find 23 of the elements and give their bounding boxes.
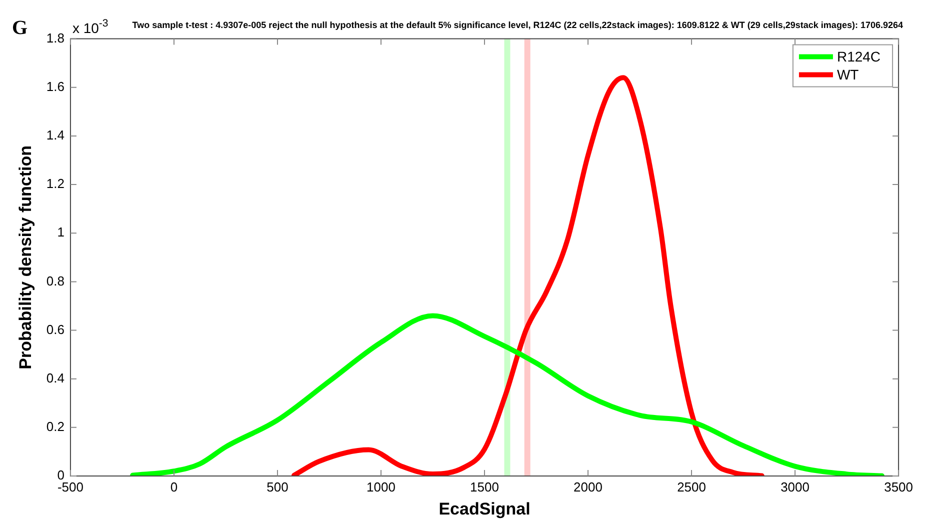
y-tick-label: 0.8	[46, 273, 64, 288]
y-tick-label: 1.4	[46, 128, 64, 143]
y-tick-label: 1.2	[46, 176, 64, 192]
x-tick-label: 3000	[780, 479, 810, 494]
y-tick-label: 1	[57, 224, 64, 240]
x-tick-label: 500	[266, 479, 288, 494]
x-tick-label: 3500	[884, 479, 913, 494]
x-tick-label: 2500	[677, 479, 706, 494]
y-tick-label: 1.6	[46, 78, 64, 94]
legend-label: WT	[836, 66, 860, 83]
x-tick-label: 0	[170, 479, 178, 494]
x-tick-label: 1500	[470, 479, 499, 494]
y-tick-label: 0.4	[46, 370, 64, 386]
y-tick-label: 1.8	[46, 30, 64, 46]
chart-title: Two sample t-test : 4.9307e-005 reject the null hypothesis at the default 5% significance level, R124C (22 cells,22stack images): 1609.8122 & WT (29 cells,29stack images): 1706.9264	[132, 20, 903, 30]
y-axis-title: Probability density function	[16, 145, 35, 370]
x-tick-label: 2000	[574, 479, 602, 494]
y-tick-label: 0.2	[46, 419, 64, 434]
x-tick-label: 1000	[366, 479, 396, 494]
x-axis-title: EcadSignal	[438, 499, 530, 518]
y-tick-label: 0.6	[46, 322, 64, 337]
text: G	[12, 17, 28, 39]
legend-label: R124C	[836, 48, 881, 65]
